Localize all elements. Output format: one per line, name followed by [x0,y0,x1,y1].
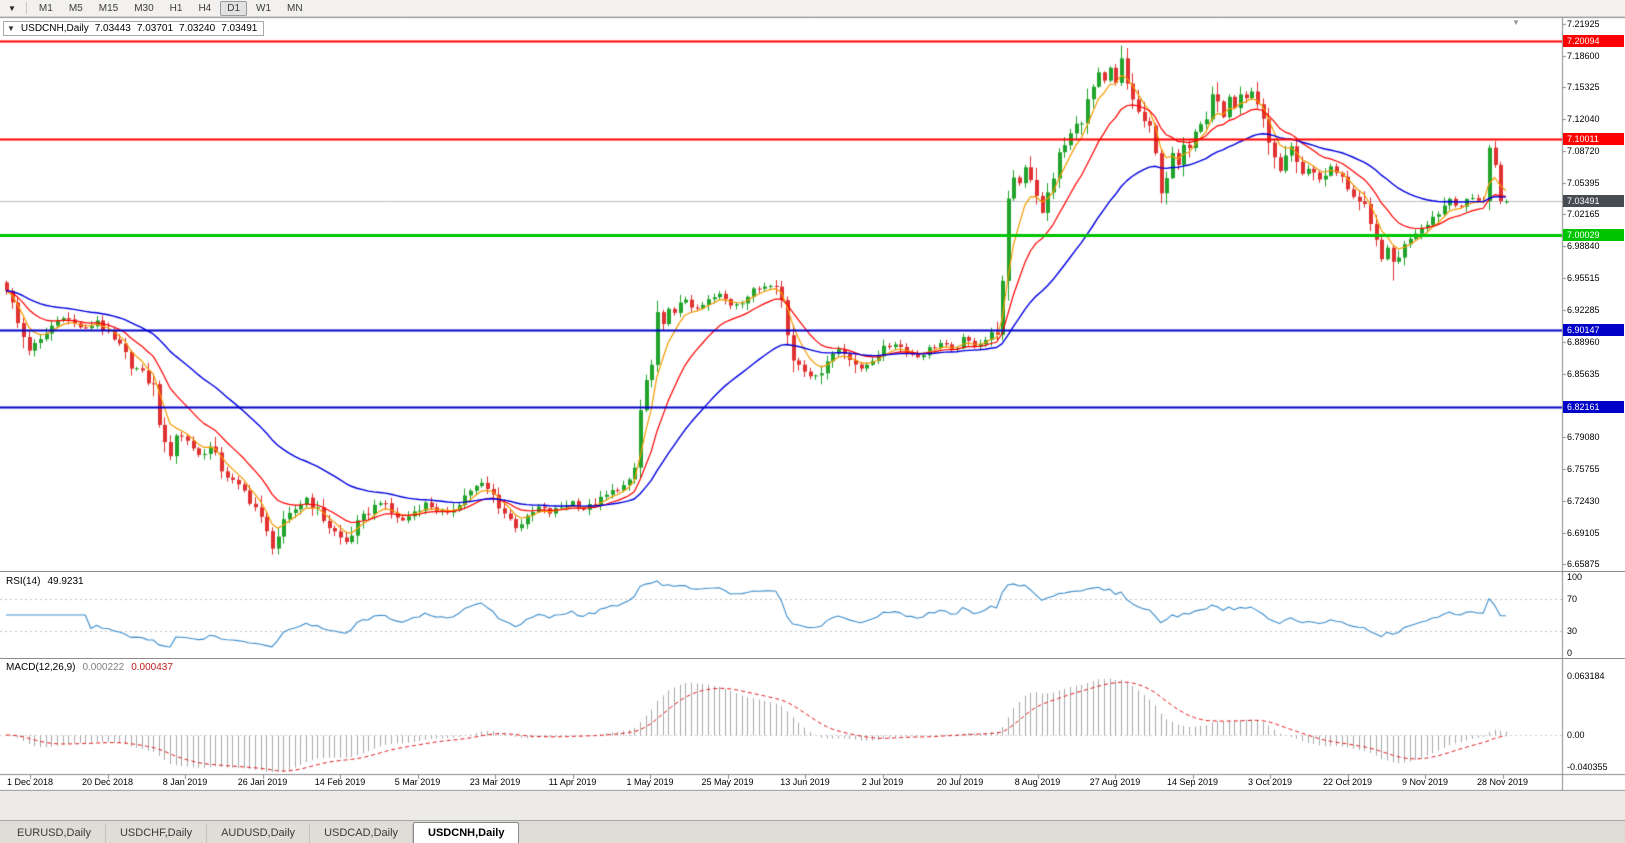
date-label: 27 Aug 2019 [1089,777,1141,787]
date-label: 13 Jun 2019 [780,777,830,787]
panel-divider-macd[interactable] [0,658,1625,659]
date-label: 8 Jan 2019 [162,777,208,787]
timeframe-button-w1[interactable]: W1 [256,2,272,14]
price-level-tag: 6.82161 [1563,401,1624,414]
rsi-label: RSI(14) [6,576,41,587]
macd-signal-value: 0.000437 [131,662,173,673]
timeframe-toolbar: ▼ M1 M5 M15 M30 H1 H4 D1 W1 MN [0,0,1625,17]
chart-tab-usdchf[interactable]: USDCHF,Daily [106,824,208,843]
date-label: 14 Sep 2019 [1166,777,1219,787]
price-scale-label: 6.65875 [1567,559,1600,570]
date-label: 3 Oct 2019 [1247,777,1293,787]
window-background-strip [0,791,1625,820]
price-scale-label: 7.02165 [1567,209,1600,220]
timeframe-button-h4[interactable]: H4 [198,2,212,14]
price-scale-label: 6.69105 [1567,528,1600,539]
price-scale-label: 6.95515 [1567,273,1600,284]
current-price-tag: 7.03491 [1563,195,1624,208]
timeframe-button-m1[interactable]: M1 [38,2,53,14]
rsi-scale-label-70: 70 [1567,594,1578,604]
macd-title: MACD(12,26,9) 0.000222 0.000437 [6,662,173,673]
date-label: 2 Jul 2019 [861,777,904,787]
price-scale-label: 7.15325 [1567,82,1600,93]
ohlc-open: 7.03443 [94,23,131,34]
date-label: 9 Nov 2019 [1401,777,1449,787]
chart-tabs-bar: EURUSD,Daily USDCHF,Daily AUDUSD,Daily USDC… [0,820,1625,843]
chart-tab-usdcad[interactable]: USDCAD,Daily [310,824,414,843]
ohlc-close: 7.03491 [221,23,258,34]
chart-ohlc-title: ▼ USDCNH,Daily 7.03443 7.03701 7.03240 7… [3,21,265,36]
price-level-tag: 6.90147 [1563,324,1624,337]
timeframe-button-m5[interactable]: M5 [68,2,83,14]
date-label: 1 Dec 2018 [6,777,54,787]
chart-dropdown-button[interactable]: ▼ [3,1,21,16]
price-scale-label: 7.18600 [1567,50,1600,61]
price-scale-label: 6.92285 [1567,304,1600,315]
price-scale-label: 6.75755 [1567,464,1600,475]
price-scale-label: 6.79080 [1567,432,1600,443]
price-level-tag: 7.10011 [1563,132,1624,145]
panel-divider-rsi[interactable] [0,571,1625,572]
macd-label: MACD(12,26,9) [6,662,76,673]
date-label: 14 Feb 2019 [314,777,366,787]
date-label: 1 May 2019 [626,777,674,787]
price-scale-label: 7.12040 [1567,113,1600,124]
date-label: 5 Mar 2019 [394,777,441,787]
rsi-value: 49.9231 [47,576,84,587]
timeframe-button-m15[interactable]: M15 [98,2,119,14]
price-scale-label: 6.88960 [1567,336,1600,347]
chart-tab-usdcnh[interactable]: USDCNH,Daily [413,822,520,843]
date-label: 28 Nov 2019 [1476,777,1529,787]
date-label: 20 Dec 2018 [81,777,134,787]
price-scale-label: 7.08720 [1567,145,1600,156]
chart-tab-audusd[interactable]: AUDUSD,Daily [207,824,311,843]
price-level-tag: 7.00029 [1563,228,1624,241]
timeframe-buttons: M1 M5 M15 M30 H1 H4 D1 W1 MN [31,0,311,16]
timeframe-button-d1[interactable]: D1 [220,0,248,16]
rsi-scale-label-0: 0 [1567,648,1573,658]
price-scale-label: 6.85635 [1567,368,1600,379]
timeframe-button-h1[interactable]: H1 [169,2,183,14]
date-label: 22 Oct 2019 [1322,777,1373,787]
price-axis[interactable]: 7.03491 7.21925 7.18600 7.15325 7.12040 7.08… [1563,0,1625,843]
chart-shift-marker-icon: ▼ [1512,18,1520,27]
timeframe-button-mn[interactable]: MN [287,2,303,14]
price-scale-label: 6.72430 [1567,496,1600,507]
ohlc-low: 7.03240 [179,23,216,34]
chart-tab-eurusd[interactable]: EURUSD,Daily [3,824,106,843]
date-label: 26 Jan 2019 [237,777,288,787]
price-level-tag: 7.20094 [1563,35,1624,48]
date-label: 20 Jul 2019 [936,777,984,787]
date-label: 8 Aug 2019 [1014,777,1061,787]
price-scale-label: 7.21925 [1567,18,1600,29]
chevron-down-icon: ▼ [8,3,16,13]
rsi-title: RSI(14) 49.9231 [6,576,84,587]
toolbar-separator [25,2,27,14]
price-scale-label: 7.05395 [1567,178,1600,189]
macd-scale-label-zero: 0.00 [1567,730,1585,740]
macd-main-value: 0.000222 [82,662,125,673]
one-click-trading-icon[interactable]: ▼ [7,24,15,33]
date-label: 11 Apr 2019 [548,777,597,787]
macd-scale-label-min: -0.040355 [1567,762,1608,772]
time-axis[interactable]: 1 Dec 2018 20 Dec 2018 8 Jan 2019 26 Jan 20… [0,775,1562,790]
chart-symbol-period: USDCNH,Daily [20,23,89,34]
rsi-scale-label-30: 30 [1567,626,1578,636]
date-label: 25 May 2019 [701,777,754,787]
price-scale-label: 6.98840 [1567,241,1600,252]
macd-scale-label-max: 0.063184 [1567,671,1605,681]
rsi-scale-label-100: 100 [1567,572,1583,582]
date-label: 23 Mar 2019 [469,777,521,787]
ohlc-high: 7.03701 [136,23,174,34]
timeframe-button-m30[interactable]: M30 [134,2,154,14]
